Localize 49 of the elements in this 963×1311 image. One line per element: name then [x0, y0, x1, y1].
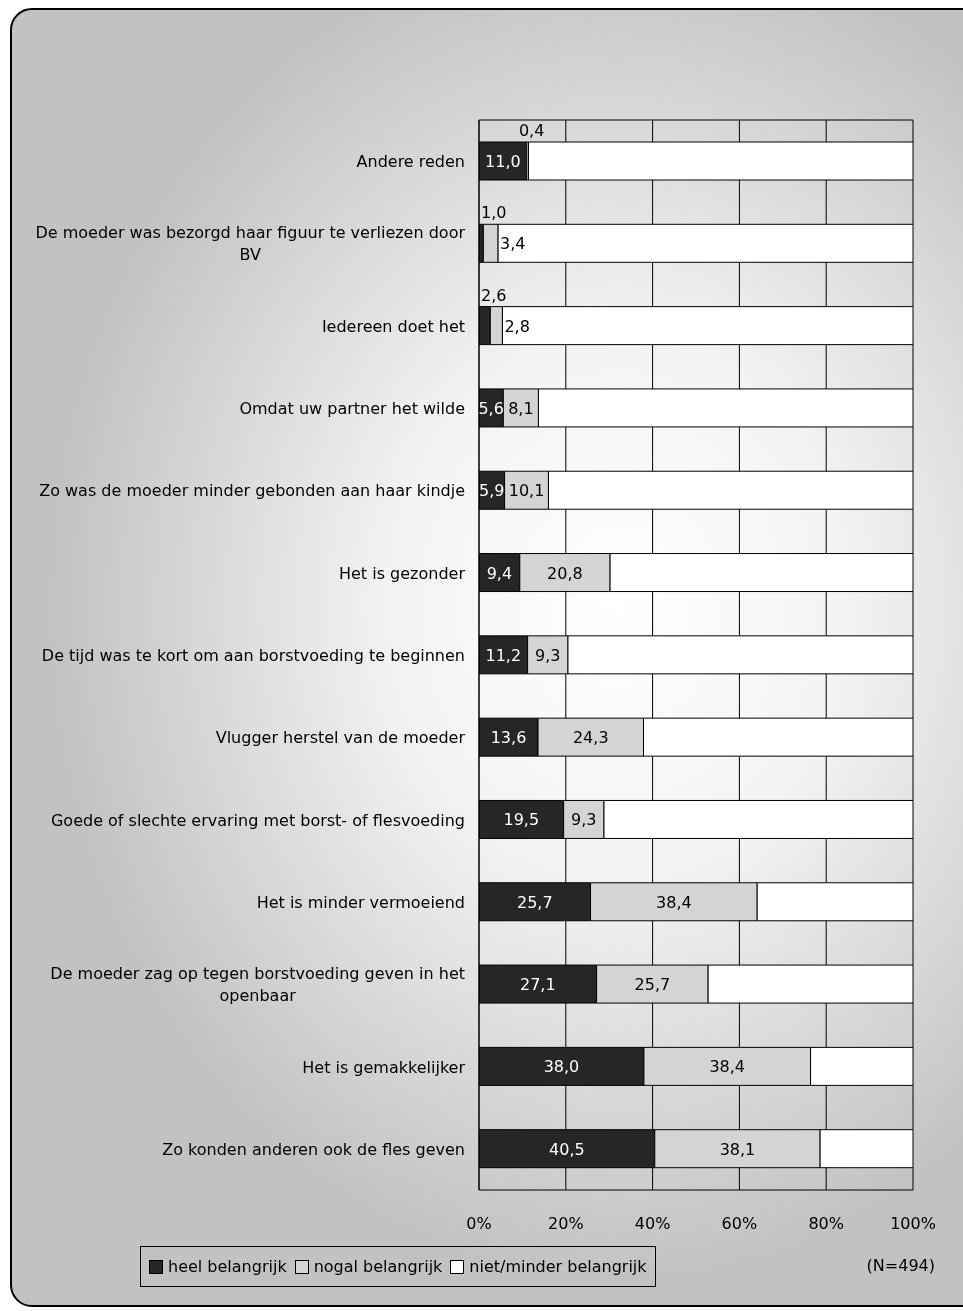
x-tick-label: 40% [634, 1214, 671, 1234]
data-label: 0,4 [518, 121, 545, 140]
data-label: 1,0 [481, 203, 507, 223]
y-tick-label: De tijd was te kort om aan borstvoeding te beginnen [41, 646, 465, 665]
data-label: 24,3 [572, 728, 609, 748]
data-label: 38,1 [719, 1139, 756, 1159]
x-tick-label: 100% [890, 1214, 936, 1234]
legend-label: heel belangrijk [168, 1257, 287, 1276]
y-tick-label: Vlugger herstel van de moeder [215, 728, 466, 748]
data-label: 40,5 [549, 1139, 585, 1159]
x-tick-label: 60% [721, 1214, 758, 1234]
data-label: 25,7 [634, 975, 671, 995]
data-label: 3,4 [500, 234, 526, 254]
data-label: 27,1 [519, 975, 556, 995]
data-label: 13,6 [490, 728, 527, 748]
x-tick-label: 80% [808, 1214, 844, 1234]
x-tick-label: 20% [548, 1214, 584, 1234]
y-tick-label: Het is minder vermoeiend [256, 892, 465, 912]
data-label: 5,9 [479, 481, 505, 501]
legend-label: nogal belangrijk [313, 1257, 443, 1276]
data-label: 25,7 [516, 892, 553, 912]
x-tick-label: 0% [466, 1214, 492, 1234]
data-label: 11,2 [485, 645, 522, 665]
data-label: 9,4 [486, 563, 513, 583]
y-tick-label: De moeder zag op tegen borstvoeding geven in het openbaar [50, 964, 465, 1006]
data-label: 20,8 [547, 563, 583, 583]
y-tick-label: Iedereen doet het [321, 316, 465, 336]
data-label: 8,1 [508, 398, 534, 418]
data-label: 38,4 [709, 1057, 746, 1077]
data-label: 9,3 [535, 645, 561, 665]
y-tick-label: Omdat uw partner het wilde [239, 399, 465, 419]
y-tick-label: Andere reden [356, 152, 465, 172]
data-label: 2,6 [481, 285, 507, 305]
y-tick-label: De moeder was bezorgd haar figuur te verliezen door BV [35, 223, 466, 265]
data-label: 2,8 [504, 316, 530, 336]
legend-label: niet/minder belangrijk [469, 1257, 647, 1276]
data-label: 10,1 [508, 481, 545, 501]
data-label: 9,3 [571, 810, 597, 830]
text: (N=494) [866, 1256, 935, 1275]
data-label: 11,0 [485, 152, 521, 171]
y-tick-label: Het is gemakkelijker [302, 1057, 466, 1077]
y-tick-label: Zo konden anderen ook de fles geven [162, 1139, 465, 1159]
data-label: 5,6 [478, 398, 504, 418]
data-label: 38,0 [543, 1057, 580, 1077]
data-label: 38,4 [656, 892, 692, 912]
y-tick-label: Goede of slechte ervaring met borst- of flesvoeding [50, 810, 465, 830]
y-tick-label: Zo was de moeder minder gebonden aan haar kindje [39, 481, 465, 501]
data-label: 19,5 [503, 810, 540, 830]
y-tick-label: Het is gezonder [338, 563, 466, 583]
